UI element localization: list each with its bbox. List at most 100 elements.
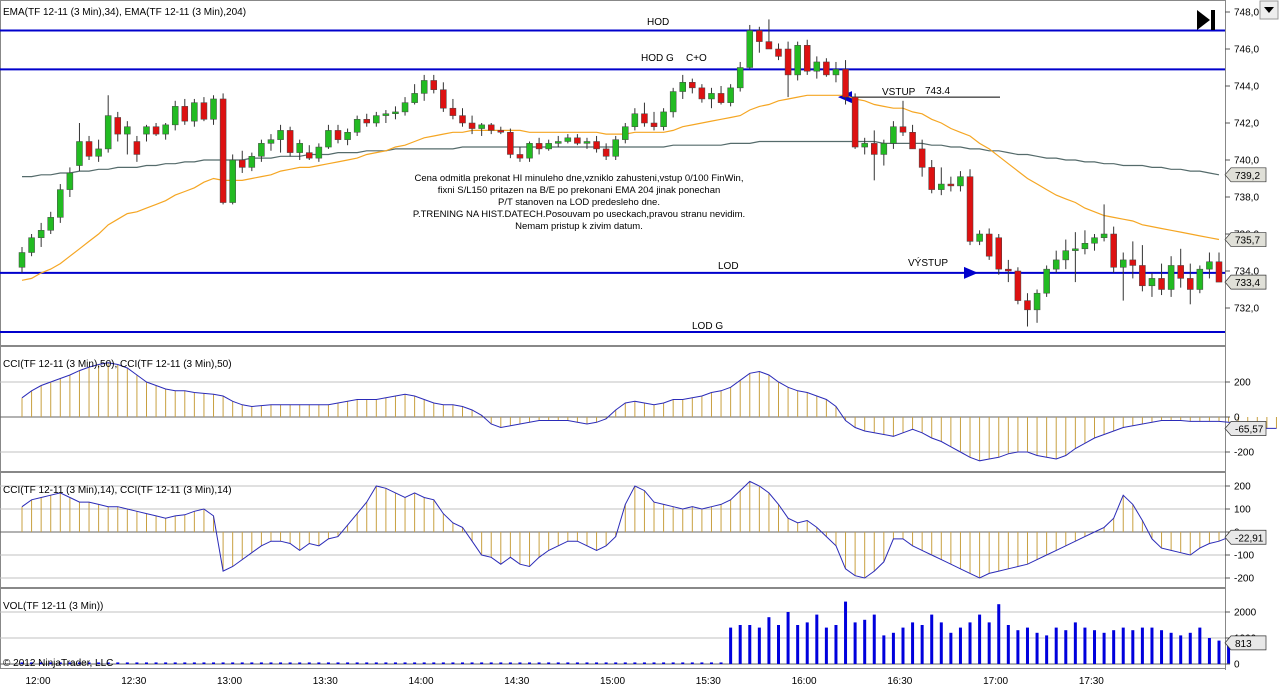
- tick-label: 734,0: [1234, 267, 1259, 278]
- volume-bar: [882, 635, 886, 664]
- candle-up: [555, 141, 562, 144]
- volume-bar: [595, 662, 599, 664]
- scroll-to-end-button[interactable]: [1197, 10, 1215, 30]
- volume-bar: [853, 622, 857, 664]
- candle-down: [995, 237, 1003, 270]
- candle-down: [650, 122, 658, 127]
- candle: [1158, 263, 1165, 296]
- volume-bar: [1217, 640, 1221, 664]
- tick-label: -200: [1234, 448, 1254, 459]
- candle-up: [976, 233, 983, 242]
- volume-bar: [834, 625, 838, 664]
- candle: [1148, 272, 1156, 297]
- candle-up: [18, 252, 26, 268]
- note-line: Cena odmitla prekonat HI minuleho dne,vz…: [415, 173, 744, 184]
- candle-up: [1033, 292, 1041, 311]
- time-label: 13:30: [313, 676, 338, 687]
- volume-bar: [604, 662, 608, 664]
- candle-down: [851, 96, 859, 148]
- volume-bar: [58, 662, 62, 664]
- cci14-line: [21, 480, 1229, 579]
- candle: [373, 111, 380, 127]
- candle: [545, 139, 552, 151]
- grid-lines: [0, 381, 1225, 665]
- volume-bar: [997, 604, 1001, 664]
- panel-vol: [0, 588, 1226, 669]
- candle: [363, 113, 370, 127]
- volume-bar: [805, 622, 809, 664]
- candle-down: [1005, 268, 1012, 272]
- volume-bar: [374, 662, 378, 664]
- candle-down: [641, 113, 648, 124]
- volume-bar: [221, 662, 225, 664]
- candle-up: [545, 143, 552, 150]
- candle: [535, 137, 543, 155]
- candle: [641, 102, 648, 127]
- candle-down: [689, 82, 696, 89]
- badge-shape: [1224, 421, 1267, 436]
- candle-up: [1043, 268, 1050, 294]
- hod-g-label: HOD G: [641, 53, 674, 64]
- tick-label: 742,0: [1234, 119, 1259, 130]
- tick-label: 746,0: [1234, 45, 1259, 56]
- candle: [765, 19, 773, 50]
- candle: [880, 139, 888, 166]
- volume-bar: [432, 662, 436, 664]
- tick-label: 744,0: [1234, 82, 1259, 93]
- volume-bar: [566, 662, 570, 664]
- candle: [392, 106, 399, 120]
- candle-down: [459, 115, 466, 124]
- candle: [200, 97, 208, 122]
- candle: [957, 171, 964, 192]
- candle: [449, 98, 457, 120]
- candle: [1072, 232, 1079, 283]
- candle-down: [717, 93, 725, 103]
- candle: [602, 143, 610, 160]
- play-icon: [1197, 10, 1210, 30]
- candle: [171, 100, 179, 131]
- candle: [219, 93, 227, 205]
- c-o-label: C+O: [686, 53, 707, 64]
- candle: [191, 98, 198, 127]
- volume-bar: [1064, 630, 1068, 664]
- volume-bar: [68, 662, 72, 664]
- candle-down: [918, 148, 926, 168]
- volume-bar: [393, 662, 397, 664]
- volume-bar: [911, 622, 915, 664]
- time-label: 14:00: [409, 676, 434, 687]
- candle: [95, 139, 102, 162]
- candle: [487, 123, 495, 135]
- volume-bar: [470, 662, 474, 664]
- candle: [803, 39, 811, 75]
- scroll-up-button[interactable]: [1259, 0, 1279, 20]
- volume-bar: [1198, 627, 1202, 664]
- candle: [918, 139, 926, 177]
- volume-bar: [844, 601, 848, 664]
- candle-down: [114, 117, 122, 135]
- volume-bar: [863, 619, 867, 664]
- candle-up: [124, 126, 131, 135]
- candle-up: [258, 143, 265, 157]
- candle-up: [612, 139, 619, 157]
- candle: [296, 139, 303, 160]
- candle-up: [1100, 233, 1108, 238]
- candle: [985, 228, 993, 260]
- candle-up: [325, 130, 332, 148]
- candle: [152, 123, 160, 136]
- volume-bar: [499, 662, 503, 664]
- volume-bar: [1150, 627, 1154, 664]
- candle: [114, 111, 122, 142]
- volume-bar: [1093, 630, 1097, 664]
- volume-bar: [441, 662, 445, 664]
- candle: [871, 130, 878, 181]
- time-axis: 12:00 12:30 13:00 13:30 14:00 14:30 15:00 15:30…: [0, 668, 1225, 687]
- candle: [267, 134, 275, 151]
- candle: [1187, 263, 1194, 305]
- note-line: Nemam pristup k zivim datum.: [515, 221, 643, 232]
- candle: [660, 108, 667, 131]
- candle-up: [210, 98, 217, 120]
- value-badge: 739,2: [1224, 167, 1267, 183]
- price-panel-title: EMA(TF 12-11 (3 Min),34), EMA(TF 12-11 (…: [3, 7, 246, 18]
- candle-down: [985, 233, 993, 257]
- candle-down: [1158, 278, 1165, 290]
